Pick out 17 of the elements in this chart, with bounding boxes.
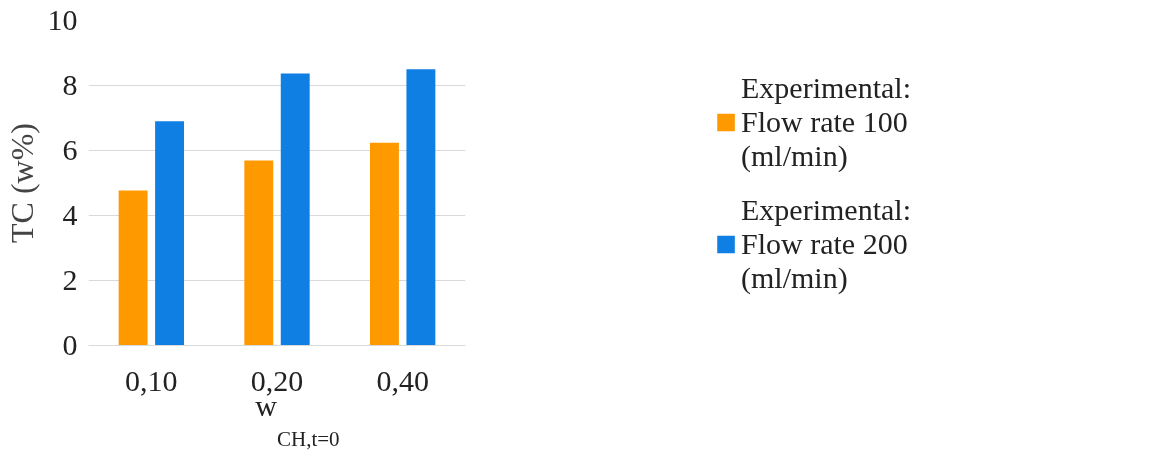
y-tick-label: 0 [62, 328, 78, 361]
legend-label: Experimental: Flow rate 200 (ml/min) [741, 192, 911, 295]
y-axis-title: TC (w%) [3, 123, 40, 243]
legend-label: Experimental: Flow rate 100 (ml/min) [741, 70, 911, 173]
bar [280, 73, 310, 346]
bar [155, 121, 185, 346]
bar [244, 160, 274, 346]
y-tick-label: 4 [62, 198, 78, 231]
y-tick-label: 10 [47, 3, 78, 36]
y-tick-label: 6 [62, 133, 78, 166]
x-tick-label: 0,10 [125, 363, 178, 397]
bar [369, 142, 399, 346]
x-tick-label: 0,40 [376, 363, 429, 397]
y-tick-label: 8 [62, 68, 78, 101]
bar [406, 69, 436, 346]
y-tick-label: 2 [62, 263, 78, 296]
bar [118, 190, 148, 346]
